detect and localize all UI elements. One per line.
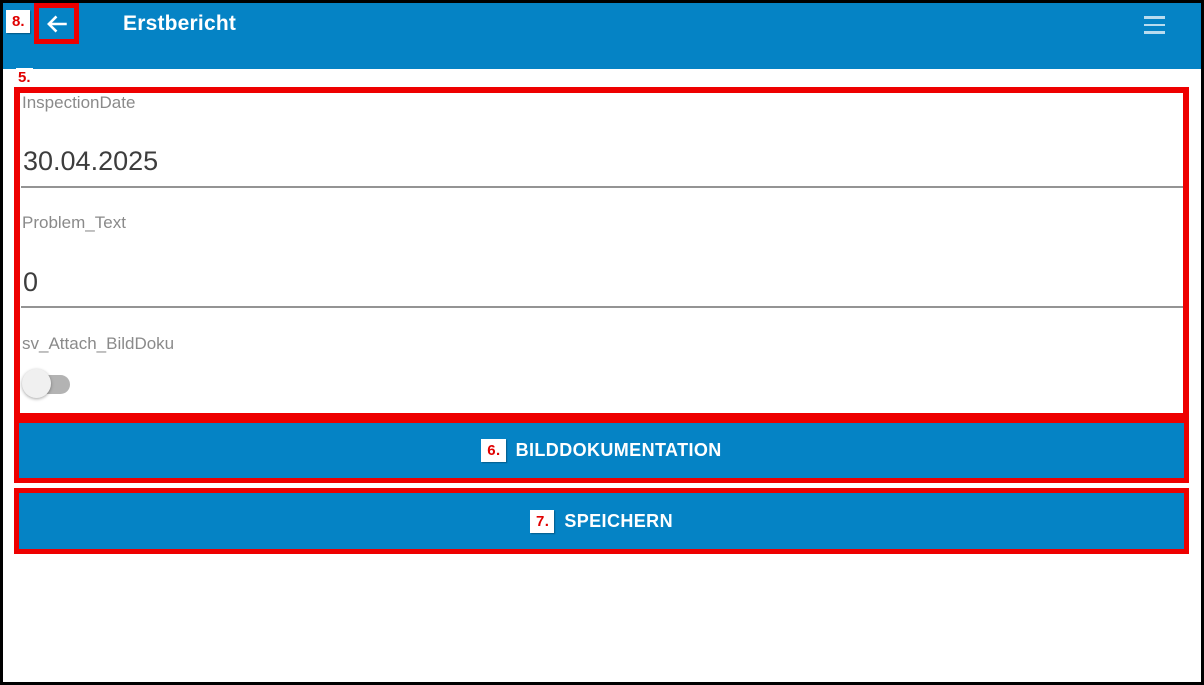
speichern-button[interactable]: 7. SPEICHERN: [19, 493, 1184, 549]
hamburger-menu-icon: [1143, 16, 1165, 19]
bilddokumentation-button[interactable]: 6. BILDDOKUMENTATION: [19, 423, 1184, 478]
input-underline: [21, 306, 1183, 308]
annotation-label-6: 6.: [481, 439, 506, 462]
inspection-date-label: InspectionDate: [22, 93, 136, 112]
attach-bilddoku-label: sv_Attach_BildDoku: [22, 334, 175, 353]
annotation-label-8: 8.: [6, 10, 30, 33]
annotation-label-7: 7.: [530, 509, 555, 533]
speichern-button-label: SPEICHERN: [564, 510, 673, 531]
inspection-date-input[interactable]: 30.04.2025: [23, 146, 159, 176]
bilddokumentation-button-label: BILDDOKUMENTATION: [515, 440, 722, 460]
menu-button[interactable]: [1136, 9, 1172, 41]
app-header: 8. Erstbericht: [3, 3, 1201, 69]
speichern-button-annotation-box: 7. SPEICHERN: [14, 488, 1189, 554]
problem-text-input[interactable]: 0: [23, 267, 39, 297]
problem-text-label: Problem_Text: [22, 213, 126, 232]
bilddokumentation-button-annotation-box: 6. BILDDOKUMENTATION: [14, 418, 1189, 483]
arrow-left-icon: [44, 11, 70, 37]
form-section: InspectionDate 30.04.2025 Problem_Text 0…: [14, 87, 1189, 419]
attach-bilddoku-toggle[interactable]: [22, 369, 70, 399]
input-underline: [21, 186, 1183, 188]
annotation-label-5: 5.: [16, 68, 33, 87]
back-button[interactable]: [34, 3, 79, 44]
toggle-thumb: [22, 369, 51, 398]
page-title: Erstbericht: [123, 12, 237, 35]
